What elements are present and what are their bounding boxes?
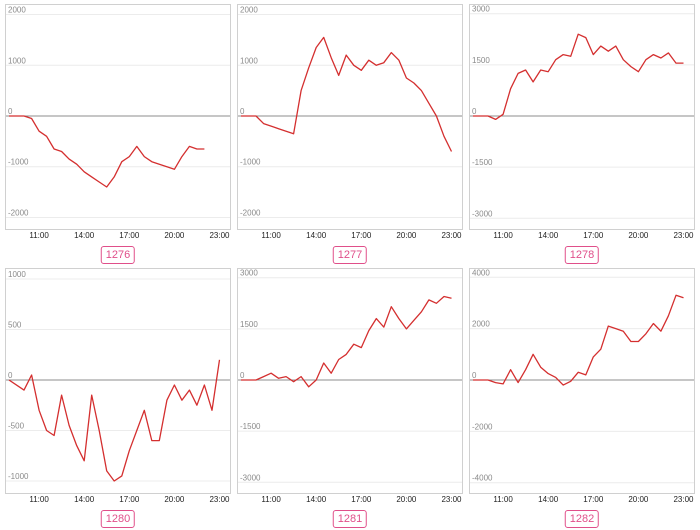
x-tick-label: 11:00 — [29, 495, 49, 504]
y-tick-label: 0 — [472, 107, 477, 116]
chart-panel-1280: 1000 500 0 -500 -1000 11:00 14:00 17:00 20:00 23:… — [5, 268, 231, 530]
chart-id-badge: 1281 — [332, 510, 368, 528]
plot-frame — [237, 4, 463, 230]
chart-panel-1277: 2000 1000 0 -1000 -2000 11:00 14:00 17:00 20:00 2… — [237, 4, 463, 266]
chart-svg: 2000 1000 0 -1000 -2000 11:00 14:00 17:00 20:00 2… — [237, 4, 463, 240]
y-tick-label: 0 — [8, 107, 13, 116]
plot-frame — [5, 4, 231, 230]
x-tick-label: 14:00 — [306, 495, 327, 504]
y-tick-label: 500 — [8, 321, 22, 330]
chart-id-badge: 1277 — [332, 246, 368, 264]
series-line — [241, 36, 453, 152]
series-line — [241, 295, 452, 388]
x-tick-label: 11:00 — [493, 231, 513, 240]
y-tick-label: 1500 — [472, 56, 490, 65]
y-tick-label: 2000 — [8, 6, 26, 15]
y-tick-label: -3000 — [472, 209, 493, 218]
chart-id-badge: 1278 — [564, 246, 600, 264]
x-tick-label: 11:00 — [261, 495, 281, 504]
y-tick-label: -1500 — [240, 422, 261, 431]
y-tick-label: -500 — [8, 421, 25, 430]
y-tick-label: 4000 — [472, 268, 490, 277]
x-tick-label: 23:00 — [209, 231, 230, 240]
y-tick-label: 2000 — [472, 320, 490, 329]
y-tick-label: 2000 — [240, 6, 258, 15]
x-tick-label: 11:00 — [29, 231, 49, 240]
y-tick-label: -2000 — [8, 208, 29, 217]
plot-frame — [469, 268, 695, 494]
chart-panel-1278: 3000 1500 0 -1500 -3000 11:00 14:00 17:00 20:00 2… — [469, 4, 695, 266]
y-tick-label: -2000 — [240, 208, 261, 217]
series-line — [8, 359, 221, 482]
y-tick-label: -3000 — [240, 473, 261, 482]
y-tick-label: 3000 — [240, 269, 258, 278]
x-tick-label: 17:00 — [583, 495, 604, 504]
x-tick-label: 23:00 — [209, 495, 230, 504]
chart-svg: 3000 1500 0 -1500 -3000 11:00 14:00 17:00 20:00 2… — [469, 4, 695, 240]
x-tick-label: 20:00 — [628, 495, 649, 504]
chart-svg: 2000 1000 0 -1000 -2000 11:00 14:00 17:00 20:00 2… — [5, 4, 231, 240]
x-tick-label: 20:00 — [164, 495, 185, 504]
x-tick-label: 23:00 — [441, 231, 462, 240]
series-line — [473, 294, 684, 386]
x-tick-label: 14:00 — [538, 231, 559, 240]
chart-svg: 4000 2000 0 -2000 -4000 11:00 14:00 17:00 20:00 2… — [469, 268, 695, 504]
chart-svg: 3000 1500 0 -1500 -3000 11:00 14:00 17:00 20:00 2… — [237, 268, 463, 504]
y-tick-label: 0 — [8, 371, 13, 380]
chart-svg: 1000 500 0 -500 -1000 11:00 14:00 17:00 20:00 23:… — [5, 268, 231, 504]
y-tick-label: 1000 — [8, 56, 26, 65]
x-tick-label: 20:00 — [164, 231, 185, 240]
x-tick-label: 11:00 — [261, 231, 281, 240]
x-tick-label: 17:00 — [583, 231, 604, 240]
chart-id-badge: 1280 — [100, 510, 136, 528]
y-tick-label: -4000 — [472, 474, 493, 483]
x-tick-label: 17:00 — [351, 495, 372, 504]
series-line — [473, 33, 684, 121]
x-tick-label: 11:00 — [493, 495, 513, 504]
x-tick-label: 17:00 — [119, 231, 140, 240]
plot-frame — [469, 4, 695, 230]
x-tick-label: 23:00 — [673, 231, 694, 240]
plot-frame — [5, 268, 231, 494]
x-tick-label: 14:00 — [306, 231, 327, 240]
series-line — [9, 115, 205, 188]
x-tick-label: 17:00 — [119, 495, 140, 504]
chart-panel-1281: 3000 1500 0 -1500 -3000 11:00 14:00 17:00 20:00 2… — [237, 268, 463, 530]
y-tick-label: 0 — [240, 107, 245, 116]
x-tick-label: 17:00 — [351, 231, 372, 240]
y-tick-label: -2000 — [472, 422, 493, 431]
y-tick-label: 0 — [472, 371, 477, 380]
x-tick-label: 23:00 — [441, 495, 462, 504]
x-tick-label: 14:00 — [538, 495, 559, 504]
y-tick-label: -1000 — [8, 158, 29, 167]
y-tick-label: -1000 — [8, 472, 29, 481]
chart-id-badge: 1282 — [564, 510, 600, 528]
y-tick-label: 1000 — [8, 270, 26, 279]
x-tick-label: 23:00 — [673, 495, 694, 504]
y-tick-label: 1500 — [240, 320, 258, 329]
y-tick-label: -1000 — [240, 158, 261, 167]
x-tick-label: 14:00 — [74, 231, 95, 240]
x-tick-label: 20:00 — [396, 495, 417, 504]
x-tick-label: 20:00 — [628, 231, 649, 240]
y-tick-label: -1500 — [472, 158, 493, 167]
chart-id-badge: 1276 — [100, 246, 136, 264]
y-tick-label: 1000 — [240, 56, 258, 65]
y-tick-label: 3000 — [472, 5, 490, 14]
chart-panel-1282: 4000 2000 0 -2000 -4000 11:00 14:00 17:00 20:00 2… — [469, 268, 695, 530]
plot-frame — [237, 268, 463, 494]
chart-panel-1276: 2000 1000 0 -1000 -2000 11:00 14:00 17:00 20:00 2… — [5, 4, 231, 266]
x-tick-label: 14:00 — [74, 495, 95, 504]
y-tick-label: 0 — [240, 371, 245, 380]
x-tick-label: 20:00 — [396, 231, 417, 240]
